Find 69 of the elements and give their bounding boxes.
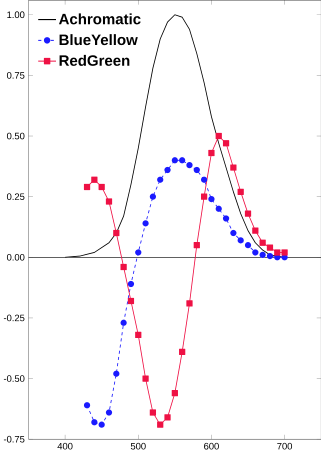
point xyxy=(230,230,236,236)
point xyxy=(252,227,258,234)
point xyxy=(128,280,134,288)
y-tick-label: 0.00 xyxy=(6,254,24,261)
point xyxy=(84,402,90,408)
y-tick-label: -0.50 xyxy=(4,375,24,382)
point xyxy=(106,409,112,416)
point xyxy=(172,390,178,396)
legend-label: Achromatic xyxy=(58,13,140,24)
point xyxy=(237,188,244,195)
point xyxy=(172,157,178,164)
legend-label: RedGreen xyxy=(59,54,130,66)
point xyxy=(150,194,156,200)
y-tick-label: -0.75 xyxy=(4,436,24,443)
point xyxy=(150,409,156,416)
legend-label: BlueYellow xyxy=(59,34,138,46)
point xyxy=(193,166,200,174)
point xyxy=(259,240,266,246)
point xyxy=(237,237,244,244)
point xyxy=(230,164,236,171)
y-tick-label: -0.25 xyxy=(4,314,24,322)
y-tick-label: 0.75 xyxy=(6,72,24,79)
point xyxy=(266,244,273,251)
point xyxy=(222,215,229,222)
point xyxy=(178,157,186,164)
point xyxy=(134,249,142,256)
y-tick-label: 1.00 xyxy=(7,11,24,18)
point xyxy=(112,370,120,377)
point xyxy=(244,210,251,217)
point xyxy=(112,230,120,236)
point xyxy=(142,220,149,226)
point xyxy=(98,184,105,190)
point xyxy=(186,162,192,168)
point xyxy=(91,419,98,426)
point xyxy=(259,252,266,258)
point xyxy=(128,298,134,304)
point xyxy=(156,176,164,183)
point xyxy=(178,348,186,356)
point xyxy=(215,206,222,212)
point xyxy=(164,414,170,421)
x-tick-label: 700 xyxy=(277,442,292,450)
point xyxy=(193,242,200,248)
point xyxy=(84,184,90,190)
point xyxy=(200,176,208,183)
point xyxy=(215,132,222,140)
point xyxy=(200,194,208,200)
point xyxy=(244,242,251,248)
y-tick-label: 0.25 xyxy=(6,193,24,200)
point xyxy=(208,150,214,156)
point xyxy=(91,176,98,183)
point xyxy=(156,422,164,428)
x-tick-label: 500 xyxy=(130,442,146,450)
point xyxy=(98,422,105,428)
point xyxy=(222,140,229,146)
x-tick-label: 400 xyxy=(57,442,72,450)
point xyxy=(208,196,214,202)
y-tick-label: 0.50 xyxy=(6,132,24,140)
point xyxy=(266,252,273,260)
point xyxy=(120,320,127,326)
point xyxy=(142,375,149,382)
point xyxy=(281,249,288,256)
point xyxy=(252,249,258,256)
point xyxy=(274,249,280,256)
point xyxy=(164,166,170,174)
point xyxy=(134,332,142,338)
point xyxy=(186,300,192,307)
point xyxy=(106,198,112,205)
x-tick-label: 600 xyxy=(204,442,219,450)
point xyxy=(120,264,127,270)
